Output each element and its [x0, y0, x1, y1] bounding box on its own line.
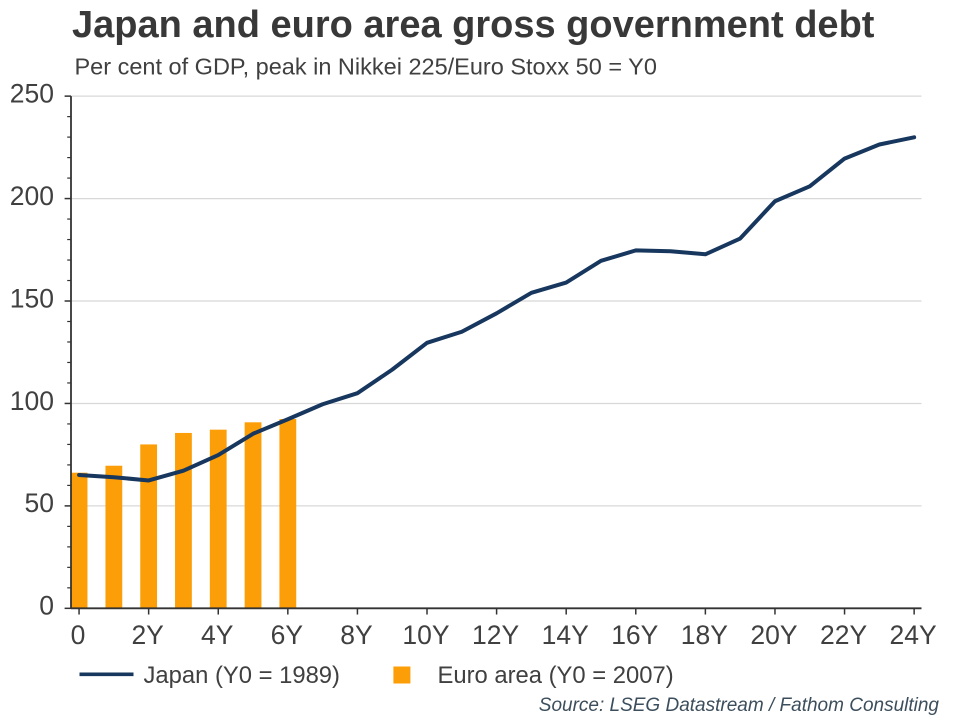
svg-text:24Y: 24Y — [890, 620, 937, 650]
svg-text:0: 0 — [71, 620, 86, 650]
svg-text:Japan and euro area gross gove: Japan and euro area gross government deb… — [72, 4, 875, 46]
svg-text:Per cent of GDP, peak in Nikke: Per cent of GDP, peak in Nikkei 225/Euro… — [75, 53, 657, 79]
svg-text:Source: LSEG Datastream / Fath: Source: LSEG Datastream / Fathom Consult… — [539, 695, 940, 716]
svg-text:14Y: 14Y — [542, 620, 589, 650]
svg-text:50: 50 — [25, 488, 54, 518]
svg-text:200: 200 — [10, 181, 54, 211]
svg-text:8Y: 8Y — [340, 620, 373, 650]
svg-text:16Y: 16Y — [611, 620, 658, 650]
svg-text:2Y: 2Y — [131, 620, 164, 650]
svg-text:10Y: 10Y — [402, 620, 449, 650]
svg-text:Euro area (Y0 = 2007): Euro area (Y0 = 2007) — [438, 662, 674, 689]
svg-text:22Y: 22Y — [820, 620, 867, 650]
svg-text:6Y: 6Y — [271, 620, 304, 650]
svg-text:20Y: 20Y — [750, 620, 797, 650]
svg-text:12Y: 12Y — [472, 620, 519, 650]
svg-text:18Y: 18Y — [681, 620, 728, 650]
svg-text:150: 150 — [10, 283, 54, 313]
svg-text:0: 0 — [39, 591, 54, 621]
svg-text:250: 250 — [10, 78, 54, 108]
svg-text:4Y: 4Y — [201, 620, 234, 650]
svg-text:100: 100 — [10, 386, 54, 416]
svg-text:Japan (Y0 = 1989): Japan (Y0 = 1989) — [144, 662, 340, 689]
